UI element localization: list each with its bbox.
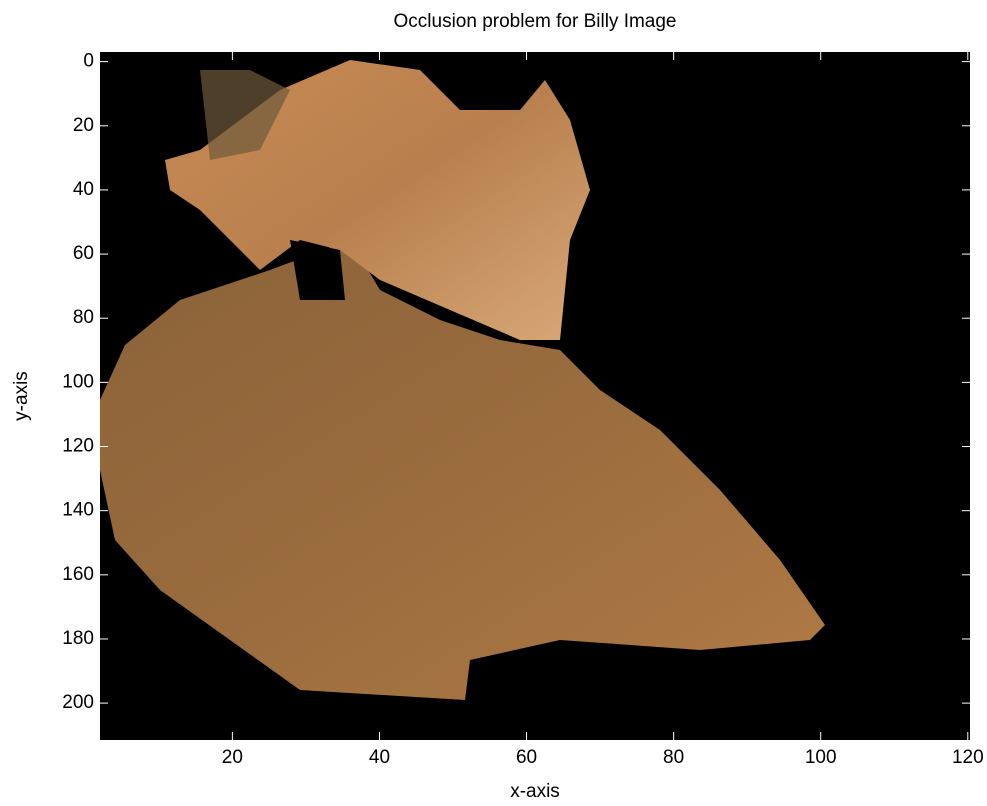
x-axis-label: x-axis: [510, 781, 560, 802]
y-axis-label: y-axis: [11, 371, 32, 421]
chart: Occlusion problem for Billy Image 20 40 60…: [0, 0, 987, 806]
x-tick-label: 80: [663, 747, 684, 768]
y-tick-label: 140: [62, 500, 94, 521]
y-tick-label: 40: [73, 179, 94, 200]
y-tick-label: 0: [83, 51, 94, 72]
x-tick-label: 100: [805, 747, 837, 768]
y-tick-label: 80: [73, 307, 94, 328]
x-tick-label: 120: [952, 747, 984, 768]
y-tick-label: 60: [73, 243, 94, 264]
y-tick-label: 100: [62, 371, 94, 392]
x-tick-label: 20: [222, 747, 243, 768]
page: Occlusion problem for Billy Image 20 40 60…: [0, 0, 987, 806]
y-tick-label: 160: [62, 564, 94, 585]
y-tick-label: 20: [73, 115, 94, 136]
y-tick-label: 180: [62, 628, 94, 649]
y-tick-label: 200: [62, 692, 94, 713]
x-tick-label: 60: [516, 747, 537, 768]
chart-title: Occlusion problem for Billy Image: [394, 11, 677, 32]
x-tick-label: 40: [369, 747, 390, 768]
y-tick-label: 120: [62, 436, 94, 457]
